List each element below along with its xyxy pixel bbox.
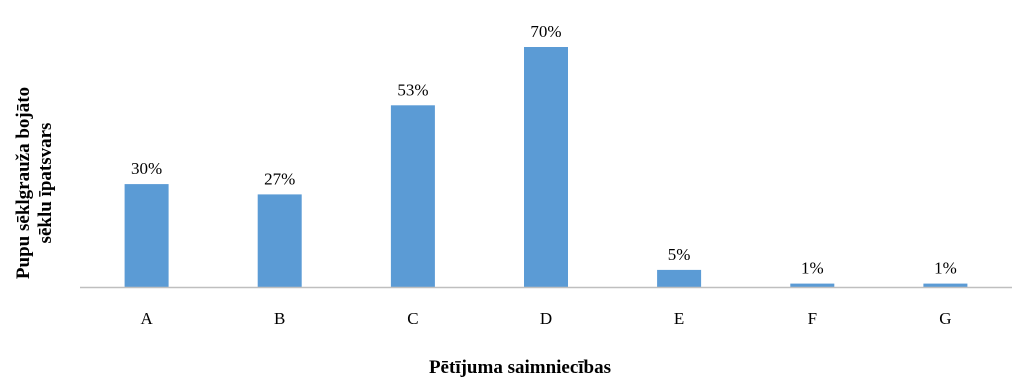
x-tick-label-B: B — [274, 309, 285, 328]
data-label-F: 1% — [801, 259, 824, 278]
x-tick-label-D: D — [540, 309, 552, 328]
data-label-E: 5% — [668, 245, 691, 264]
bar-A — [124, 184, 169, 287]
x-tick-label-F: F — [808, 309, 817, 328]
y-axis-title-line-1: Pupu sēklgrauža bojāto — [13, 87, 34, 279]
y-axis-title-line-2: sēklu īpatsvars — [35, 123, 56, 244]
bar-B — [257, 194, 302, 287]
data-label-A: 30% — [131, 159, 162, 178]
bar-C — [390, 105, 435, 287]
x-tick-labels-group: A B C D E F G — [140, 309, 951, 328]
x-tick-label-A: A — [140, 309, 153, 328]
y-axis-title-group: Pupu sēklgrauža bojāto sēklu īpatsvars — [13, 87, 56, 279]
x-axis-title: Pētījuma saimniecības — [429, 357, 611, 378]
data-label-C: 53% — [397, 80, 428, 99]
bar-E — [657, 269, 702, 287]
x-tick-label-C: C — [407, 309, 418, 328]
bar-D — [524, 47, 568, 287]
data-label-B: 27% — [264, 169, 295, 188]
bars-group — [124, 47, 968, 287]
x-tick-label-E: E — [674, 309, 684, 328]
data-label-G: 1% — [934, 259, 957, 278]
bar-F — [790, 283, 835, 287]
x-tick-label-G: G — [939, 309, 951, 328]
data-labels-group: 30% 27% 53% 70% 5% 1% 1% — [131, 22, 957, 278]
data-label-D: 70% — [530, 22, 561, 41]
bar-G — [923, 283, 968, 287]
